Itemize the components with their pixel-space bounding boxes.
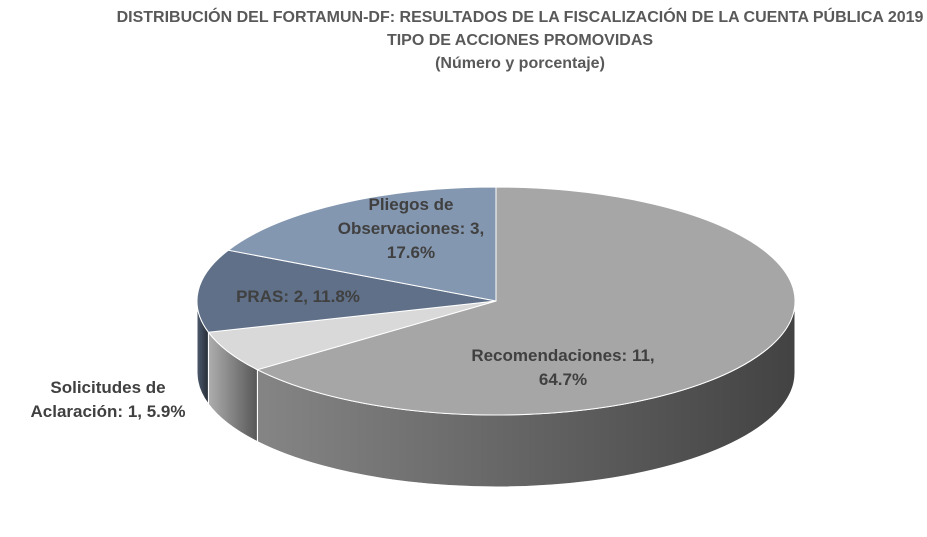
data-label: Solicitudes de Aclaración: 1, 5.9% [8,376,208,424]
label-value: 2, 11.8% [293,287,360,306]
data-label: Recomendaciones: 11, 64.7% [453,344,673,392]
label-category: Solicitudes de Aclaración: [30,378,166,421]
label-category: Recomendaciones: [471,346,628,365]
label-value: 3, 17.6% [386,219,485,262]
chart-subtitle: TIPO DE ACCIONES PROMOVIDAS [386,32,654,49]
slice [256,186,796,416]
label-category: Pliegos de Observaciones: [337,195,466,238]
titles: DISTRIBUCIÓN DEL FORTAMUN-DF: RESULTADOS… [90,6,927,75]
label-category: PRAS: [236,287,289,306]
data-label: Pliegos de Observaciones: 3, 17.6% [316,193,506,265]
label-value: 11, 64.7% [538,346,655,389]
chart-subtitle: (Número y porcentaje) [435,55,605,72]
slice [196,249,497,333]
chart-title: DISTRIBUCIÓN DEL FORTAMUN-DF: RESULTADOS… [116,9,924,26]
label-value: 1, 5.9% [127,402,186,421]
slice [227,186,497,302]
data-label: PRAS: 2, 11.8% [198,285,398,309]
